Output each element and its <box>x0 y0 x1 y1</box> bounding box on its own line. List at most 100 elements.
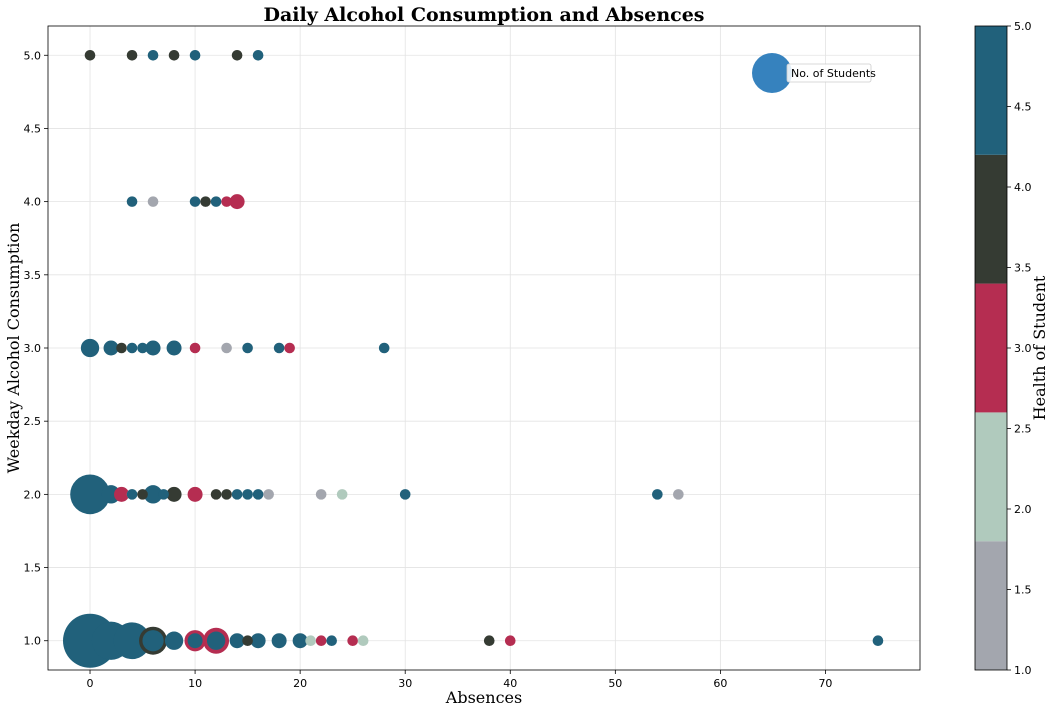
scatter-point <box>231 489 243 500</box>
colorbar-tick-label: 2.0 <box>1014 503 1032 516</box>
scatter-point <box>221 489 232 500</box>
scatter-point <box>357 635 369 647</box>
scatter-point <box>166 340 182 356</box>
scatter-point <box>399 489 411 500</box>
scatter-point <box>315 635 327 647</box>
legend-label: No. of Students <box>791 67 876 80</box>
colorbar-tick-label: 4.5 <box>1014 101 1032 114</box>
colorbar-segment <box>975 26 1007 155</box>
scatter-point <box>250 633 266 649</box>
data-points <box>62 49 884 668</box>
colorbar-segments <box>975 26 1007 670</box>
scatter-point <box>252 489 264 500</box>
y-axis-ticks: 1.0 1.5 2.0 2.5 3.0 3.5 4.0 4.5 5.0 <box>24 49 48 648</box>
x-tick-label: 40 <box>503 677 517 690</box>
scatter-point <box>143 485 163 504</box>
y-tick-label: 2.5 <box>24 415 42 428</box>
scatter-point <box>70 474 110 515</box>
colorbar-tick-label: 1.5 <box>1014 584 1032 597</box>
scatter-point <box>145 340 161 356</box>
colorbar-segment <box>975 412 1007 542</box>
scatter-point <box>292 633 308 649</box>
scatter-point <box>252 49 264 61</box>
x-tick-label: 10 <box>188 677 202 690</box>
scatter-point <box>164 631 184 650</box>
colorbar-ticks: 1.0 1.5 2.0 2.5 3.0 3.5 4.0 4.5 5.0 <box>1007 20 1032 677</box>
y-tick-label: 3.5 <box>24 269 42 282</box>
x-axis-ticks: 0 10 20 30 40 50 60 70 <box>87 670 832 690</box>
x-tick-label: 50 <box>608 677 622 690</box>
scatter-point <box>221 196 232 207</box>
y-axis-label: Weekday Alcohol Consumption <box>4 223 23 474</box>
scatter-point <box>137 342 148 354</box>
scatter-point <box>113 622 151 660</box>
scatter-point <box>189 49 201 61</box>
scatter-point <box>126 342 138 354</box>
scatter-point <box>114 486 130 502</box>
colorbar-tick-label: 5.0 <box>1014 20 1032 33</box>
scatter-point <box>147 196 159 207</box>
scatter-point <box>158 489 169 500</box>
y-tick-label: 3.0 <box>24 342 42 355</box>
scatter-point <box>284 342 295 354</box>
scatter-point <box>242 635 253 647</box>
y-tick-label: 1.0 <box>24 635 42 648</box>
scatter-point <box>229 633 245 649</box>
colorbar-label: Health of Student <box>1030 275 1049 420</box>
x-tick-label: 30 <box>398 677 412 690</box>
scatter-point <box>242 342 253 354</box>
scatter-point <box>483 635 495 647</box>
scatter-point <box>147 49 159 61</box>
legend-marker <box>752 53 792 93</box>
scatter-point <box>210 489 222 500</box>
scatter-point <box>200 196 211 207</box>
scatter-point <box>336 489 348 500</box>
x-axis-label: Absences <box>445 688 522 707</box>
x-tick-label: 0 <box>87 677 94 690</box>
x-tick-label: 70 <box>818 677 832 690</box>
scatter-point <box>126 49 138 61</box>
scatter-point <box>271 633 287 649</box>
colorbar: 1.0 1.5 2.0 2.5 3.0 3.5 4.0 4.5 5.0 Health of St… <box>974 20 1049 677</box>
scatter-point <box>221 342 232 354</box>
scatter-point <box>263 489 274 500</box>
scatter-point <box>273 342 285 354</box>
scatter-point <box>231 49 243 61</box>
colorbar-tick-label: 3.0 <box>1014 342 1032 355</box>
scatter-point <box>229 194 245 210</box>
y-tick-label: 4.0 <box>24 196 42 209</box>
scatter-point <box>504 635 516 647</box>
colorbar-tick-label: 3.5 <box>1014 262 1032 275</box>
legend-label-box <box>786 63 872 83</box>
scatter-point <box>84 49 96 61</box>
colorbar-tick-label: 1.0 <box>1014 664 1032 677</box>
scatter-point <box>187 486 203 502</box>
scatter-point <box>378 342 390 354</box>
scatter-point <box>166 486 182 502</box>
scatter-point <box>189 196 201 207</box>
colorbar-tick-label: 4.0 <box>1014 181 1032 194</box>
scatter-point <box>80 338 100 358</box>
scatter-point <box>126 489 138 500</box>
scatter-point <box>242 489 253 500</box>
scatter-point <box>673 489 684 500</box>
scatter-point <box>168 49 180 61</box>
scatter-point <box>305 635 316 647</box>
scatter-point <box>116 342 127 354</box>
scatter-point <box>315 489 327 500</box>
scatter-point <box>126 196 138 207</box>
colorbar-segment <box>975 283 1007 413</box>
x-tick-label: 20 <box>293 677 307 690</box>
scatter-point <box>206 631 226 650</box>
y-tick-label: 1.5 <box>24 562 42 575</box>
y-tick-label: 5.0 <box>24 49 42 62</box>
y-tick-label: 2.0 <box>24 488 42 501</box>
x-tick-label: 60 <box>713 677 727 690</box>
colorbar-segment <box>975 154 1007 284</box>
scatter-point <box>652 489 663 500</box>
y-tick-label: 4.5 <box>24 122 42 135</box>
colorbar-segment <box>975 541 1007 670</box>
size-legend: No. of Students <box>752 53 876 93</box>
scatter-point <box>142 630 164 652</box>
